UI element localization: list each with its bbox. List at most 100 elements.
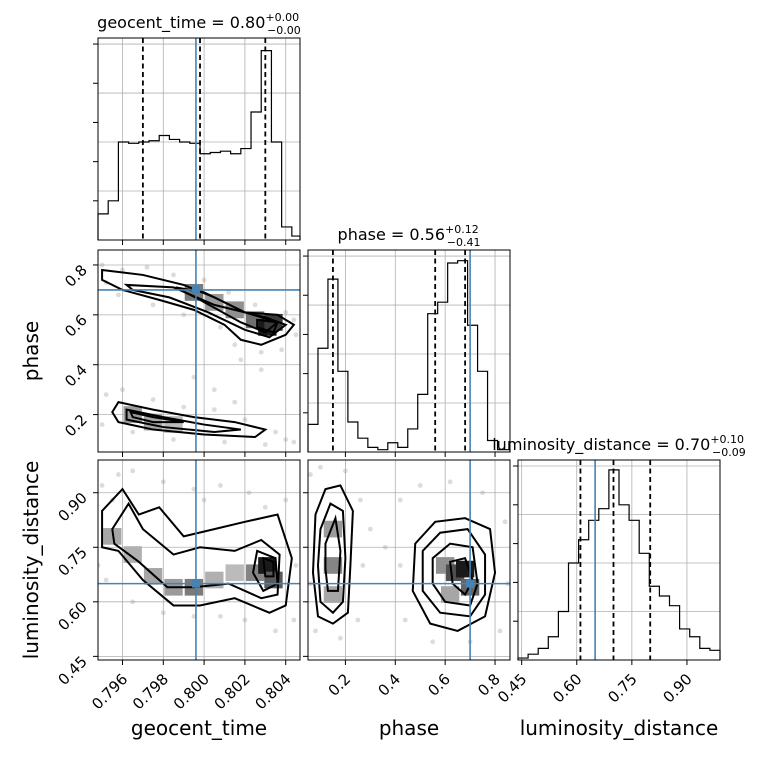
scatter-point (417, 483, 423, 488)
histogram-step-geocent_time (97, 49, 301, 240)
contour-line (411, 517, 497, 632)
scatter-point (232, 399, 238, 405)
scatter-point (171, 272, 176, 278)
scatter-point (497, 628, 503, 634)
contour-line (324, 514, 342, 592)
contour-line (311, 484, 354, 625)
truth-marker (191, 285, 200, 294)
x-tick-label: 0.6 (424, 670, 454, 700)
y-axis-label-phase: phase (19, 321, 43, 381)
title-plus: +0.12 (445, 223, 479, 236)
histogram-panel-geocent_time (97, 37, 301, 241)
scatter-point (218, 483, 223, 488)
density-cell (440, 586, 460, 603)
scatter-point (191, 613, 197, 619)
scatter-point (222, 439, 227, 445)
panel-frame (97, 459, 301, 661)
scatter-point (130, 429, 136, 435)
y-tick-label: 0.45 (54, 652, 90, 688)
scatter-point (246, 490, 252, 496)
scatter-point (273, 628, 278, 634)
scatter-point (242, 417, 248, 422)
scatter-point (308, 472, 313, 477)
scatter-point (242, 617, 248, 623)
panel-title-phase: phase = 0.56+0.12 −0.41 (338, 223, 481, 249)
scatter-point (273, 429, 278, 435)
contour-line (421, 528, 487, 618)
scatter-point (226, 289, 231, 295)
x-axis-label-geocent_time: geocent_time (131, 716, 267, 740)
scatter-point (99, 483, 105, 488)
histogram-step-phase (307, 260, 511, 452)
scatter-point (120, 387, 125, 393)
x-tick-label: 0.75 (604, 670, 640, 706)
title-plus: +0.10 (710, 433, 744, 446)
scatter-point (355, 617, 361, 623)
scatter-point (232, 342, 238, 348)
scatter-point (120, 267, 125, 273)
scatter-point (502, 519, 508, 525)
contour-line (123, 283, 288, 339)
histogram-step-luminosity_distance (517, 469, 721, 660)
scatter-point (191, 486, 197, 492)
panel-frame (97, 37, 301, 241)
scatter-point (291, 617, 297, 623)
scatter-point (201, 277, 207, 283)
x-tick-label: 0.2 (325, 670, 355, 700)
scatter-point (480, 490, 485, 496)
scatter-point (103, 392, 109, 398)
density-cell (225, 564, 244, 582)
scatter-point (160, 610, 166, 616)
scatter-point (130, 468, 136, 474)
title-minus: −0.09 (712, 446, 746, 459)
title-minus: −0.41 (447, 236, 481, 249)
x-tick-label: 0.796 (88, 670, 131, 713)
density-cell (323, 557, 343, 574)
scatter-point (357, 497, 363, 503)
y-tick-label: 0.8 (61, 261, 91, 291)
scatter-point (262, 504, 268, 510)
scatter-point (367, 526, 373, 532)
scatter-point (283, 437, 289, 442)
scatter-point (181, 404, 187, 410)
x-tick-label: 0.804 (251, 670, 294, 713)
contour-line (125, 408, 241, 434)
x-tick-label: 0.4 (375, 670, 405, 700)
x-tick-label: 0.800 (170, 670, 213, 713)
scatter-point (318, 464, 323, 470)
scatter-point (402, 617, 408, 623)
scatter-point (218, 613, 223, 619)
title-text: phase = 0.56 (338, 225, 445, 244)
scatter-point (99, 262, 105, 268)
scatter-point (116, 472, 121, 477)
scatter-point (293, 332, 299, 338)
histogram-panel-luminosity_distance (517, 459, 721, 661)
scatter-point (171, 437, 176, 442)
x-tick-label: 0.45 (494, 670, 530, 706)
contour-line (256, 318, 279, 334)
x-axis-label-luminosity_distance: luminosity_distance (520, 716, 719, 740)
scatter-point (360, 563, 366, 568)
contour-line (316, 502, 347, 615)
contour-line (128, 410, 184, 424)
scatter-point (397, 563, 403, 568)
scatter-point (191, 374, 197, 380)
histogram-panel-phase (307, 249, 511, 453)
panel-frame (307, 249, 511, 453)
grid (98, 38, 300, 240)
scatter-point (98, 563, 101, 568)
contour-line (252, 549, 279, 593)
y-tick-label: 0.90 (54, 489, 90, 525)
panel-title-geocent_time: geocent_time = 0.80+0.00 −0.00 (97, 11, 301, 37)
scatter-point (291, 317, 297, 323)
y-tick-label: 0.75 (54, 543, 90, 579)
x-axis-label-phase: phase (379, 716, 439, 740)
contour-line (101, 487, 293, 614)
scatter-point (150, 397, 156, 403)
scatter-point (252, 302, 258, 308)
y-tick-label: 0.4 (61, 361, 91, 391)
scatter-point (430, 639, 436, 645)
scatter-point (211, 407, 217, 413)
scatter-point (150, 302, 156, 308)
